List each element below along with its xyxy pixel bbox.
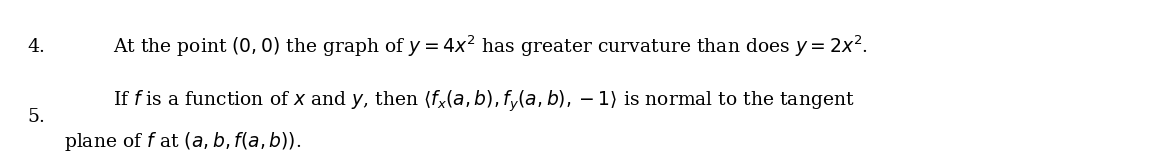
Text: 5.: 5. [27,108,45,126]
Text: At the point $(0, 0)$ the graph of $y = 4x^2$ has greater curvature than does $y: At the point $(0, 0)$ the graph of $y = … [113,34,868,59]
Text: 4.: 4. [27,38,45,56]
Text: If $f$ is a function of $x$ and $y$, then $\langle f_x(a, b), f_y(a, b), -1\rang: If $f$ is a function of $x$ and $y$, the… [113,89,855,114]
Text: plane of $f$ at $(a, b, f(a, b))$.: plane of $f$ at $(a, b, f(a, b))$. [64,130,301,153]
